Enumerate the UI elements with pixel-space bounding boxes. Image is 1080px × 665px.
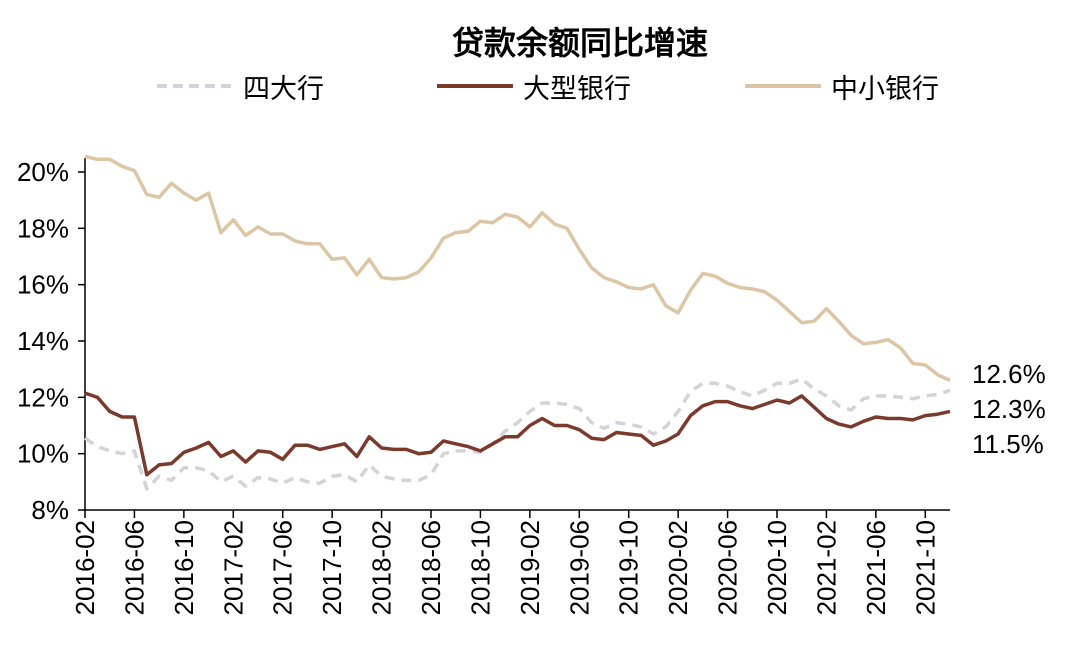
series-line-2 [84, 154, 951, 382]
legend-swatch-line-icon [745, 84, 821, 88]
y-tick-label: 14% [17, 326, 69, 356]
x-tick-label: 2021-02 [811, 520, 841, 615]
y-tick-label: 20% [17, 157, 69, 187]
y-tick-label: 10% [17, 439, 69, 469]
x-tick-label: 2020-10 [762, 520, 792, 615]
x-tick-label: 2016-06 [119, 520, 149, 615]
chart-legend: 四大行 大型银行 中小银行 [0, 68, 1080, 105]
legend-item-si-da-hang: 四大行 [155, 68, 324, 105]
x-tick-label: 2016-10 [169, 520, 199, 615]
y-tick-label: 12% [17, 382, 69, 412]
x-tick-label: 2021-10 [910, 520, 940, 615]
x-tick-label: 2017-02 [218, 520, 248, 615]
x-tick-label: 2019-06 [564, 520, 594, 615]
x-tick-label: 2017-06 [268, 520, 298, 615]
y-tick-label: 8% [31, 495, 69, 525]
end-value-label: 12.6% [972, 359, 1046, 389]
end-value-label: 11.5% [972, 429, 1044, 459]
x-tick-label: 2018-02 [367, 520, 397, 615]
x-tick-label: 2018-06 [416, 520, 446, 615]
legend-item-da-xing-yin-hang: 大型银行 [435, 68, 631, 105]
legend-label: 四大行 [243, 73, 324, 105]
x-tick-label: 2020-06 [713, 520, 743, 615]
x-tick-label: 2019-02 [515, 520, 545, 615]
y-tick-label: 18% [17, 213, 69, 243]
legend-swatch-dashed-line-icon [157, 84, 233, 88]
y-tick-label: 16% [17, 270, 69, 300]
end-value-label: 12.3% [972, 394, 1046, 424]
legend-item-zhong-xiao-yin-hang: 中小银行 [743, 68, 939, 105]
x-tick-label: 2016-02 [70, 520, 100, 615]
legend-label: 中小银行 [831, 73, 939, 105]
x-tick-label: 2017-10 [317, 520, 347, 615]
legend-swatch-line-icon [437, 84, 513, 88]
x-tick-label: 2021-06 [861, 520, 891, 615]
x-tick-label: 2018-10 [465, 520, 495, 615]
x-tick-label: 2020-02 [663, 520, 693, 615]
legend-label: 大型银行 [523, 73, 631, 105]
chart-title: 贷款余额同比增速 [451, 24, 708, 62]
series-line-1 [84, 391, 951, 477]
x-tick-label: 2019-10 [614, 520, 644, 615]
series-line-0 [84, 377, 951, 491]
